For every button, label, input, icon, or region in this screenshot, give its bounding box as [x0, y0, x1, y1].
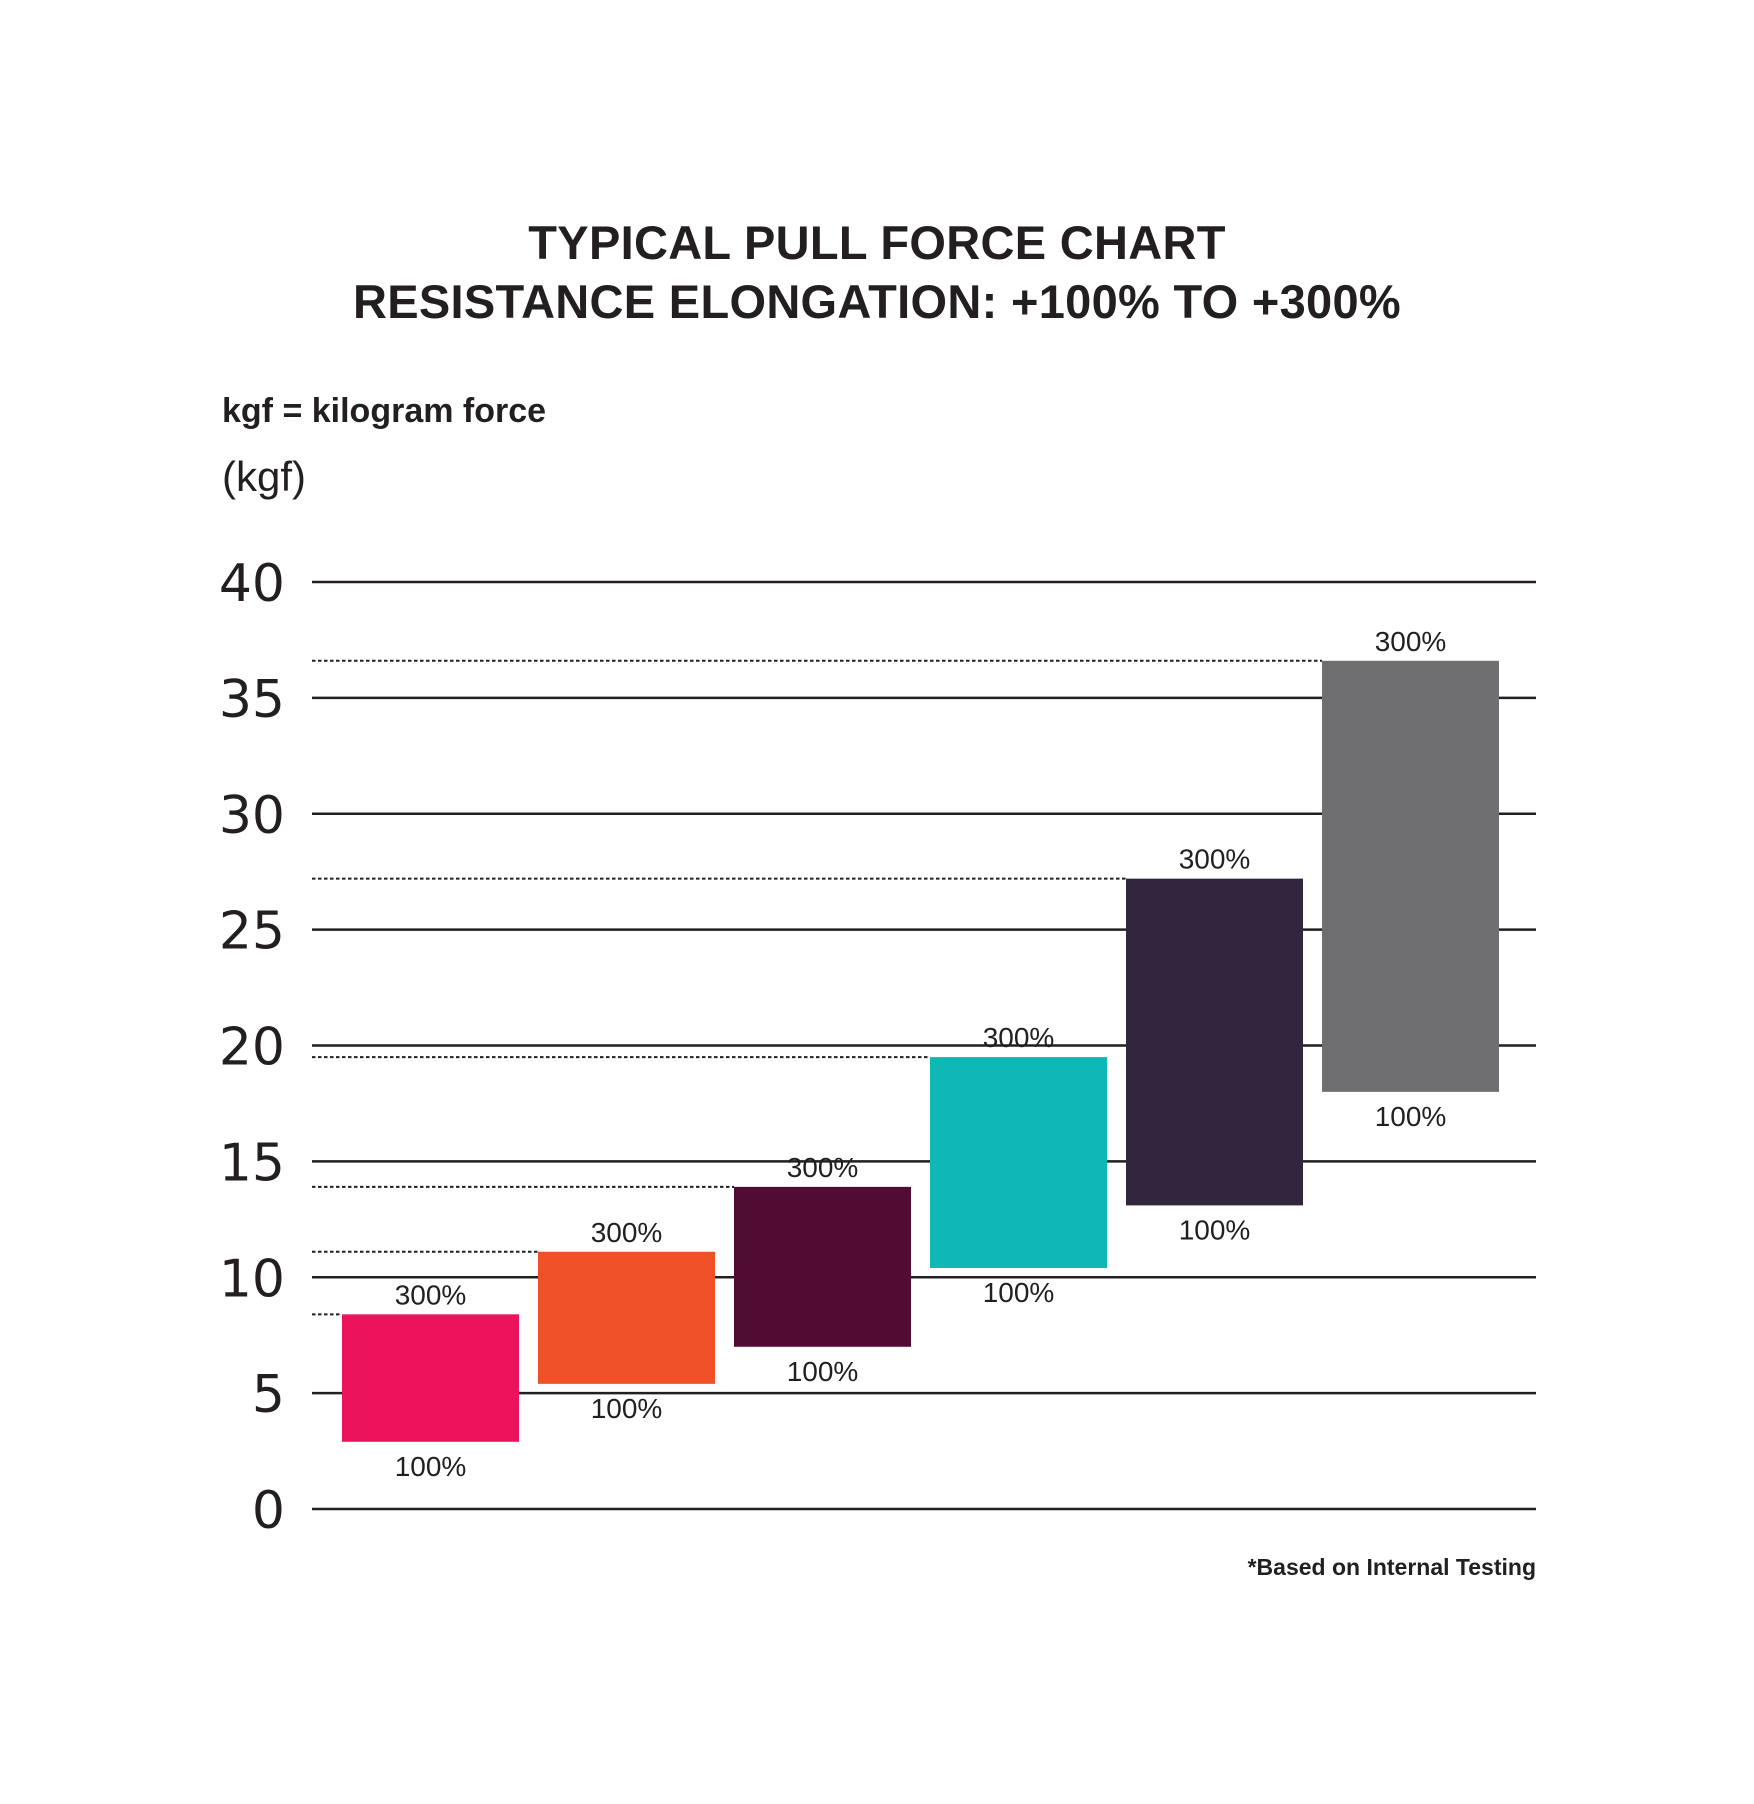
- bar-1: [342, 1314, 519, 1442]
- bar-4: [930, 1057, 1107, 1268]
- unit-definition-note: kgf = kilogram force: [222, 392, 547, 430]
- bar-6-low-label: 100%: [1375, 1101, 1447, 1132]
- bar-2: [538, 1251, 715, 1384]
- bar-5-low-label: 100%: [1179, 1214, 1251, 1245]
- chart-title-line-2: RESISTANCE ELONGATION: +100% TO +300%: [353, 275, 1401, 328]
- y-tick-5: 5: [252, 1365, 285, 1425]
- bar-3-high-label: 300%: [787, 1152, 859, 1183]
- bar-5: [1126, 878, 1303, 1206]
- bar-6: [1322, 660, 1499, 1092]
- chart-title-line-1: TYPICAL PULL FORCE CHART: [528, 216, 1226, 269]
- y-tick-35: 35: [219, 670, 285, 730]
- y-tick-20: 20: [219, 1018, 285, 1078]
- bar-1-low-label: 100%: [395, 1451, 467, 1482]
- bar-2-low-label: 100%: [591, 1393, 663, 1424]
- bar-5-high-label: 300%: [1179, 844, 1251, 875]
- y-tick-25: 25: [219, 902, 285, 962]
- y-tick-15: 15: [219, 1133, 285, 1193]
- reference-dotted-lines: [312, 659, 1322, 1316]
- y-tick-labels: 0 5 10 15 20 25 30 35 40: [219, 554, 285, 1541]
- bar-2-high-label: 300%: [591, 1217, 663, 1248]
- bar-3: [734, 1186, 911, 1347]
- y-tick-0: 0: [252, 1481, 285, 1541]
- footnote: *Based on Internal Testing: [1247, 1554, 1536, 1580]
- y-tick-40: 40: [219, 554, 285, 614]
- bar-3-low-label: 100%: [787, 1356, 859, 1387]
- bar-4-low-label: 100%: [983, 1277, 1055, 1308]
- y-axis-unit-label: (kgf): [222, 453, 306, 500]
- bar-6-high-label: 300%: [1375, 626, 1447, 657]
- data-labels: 300% 100% 300% 100% 300% 100% 300% 100% 300% 100%…: [395, 626, 1447, 1482]
- bar-1-high-label: 300%: [395, 1279, 467, 1310]
- y-tick-10: 10: [219, 1249, 285, 1309]
- bar-4-high-label: 300%: [983, 1022, 1055, 1053]
- bars: [342, 660, 1499, 1442]
- y-tick-30: 30: [219, 786, 285, 846]
